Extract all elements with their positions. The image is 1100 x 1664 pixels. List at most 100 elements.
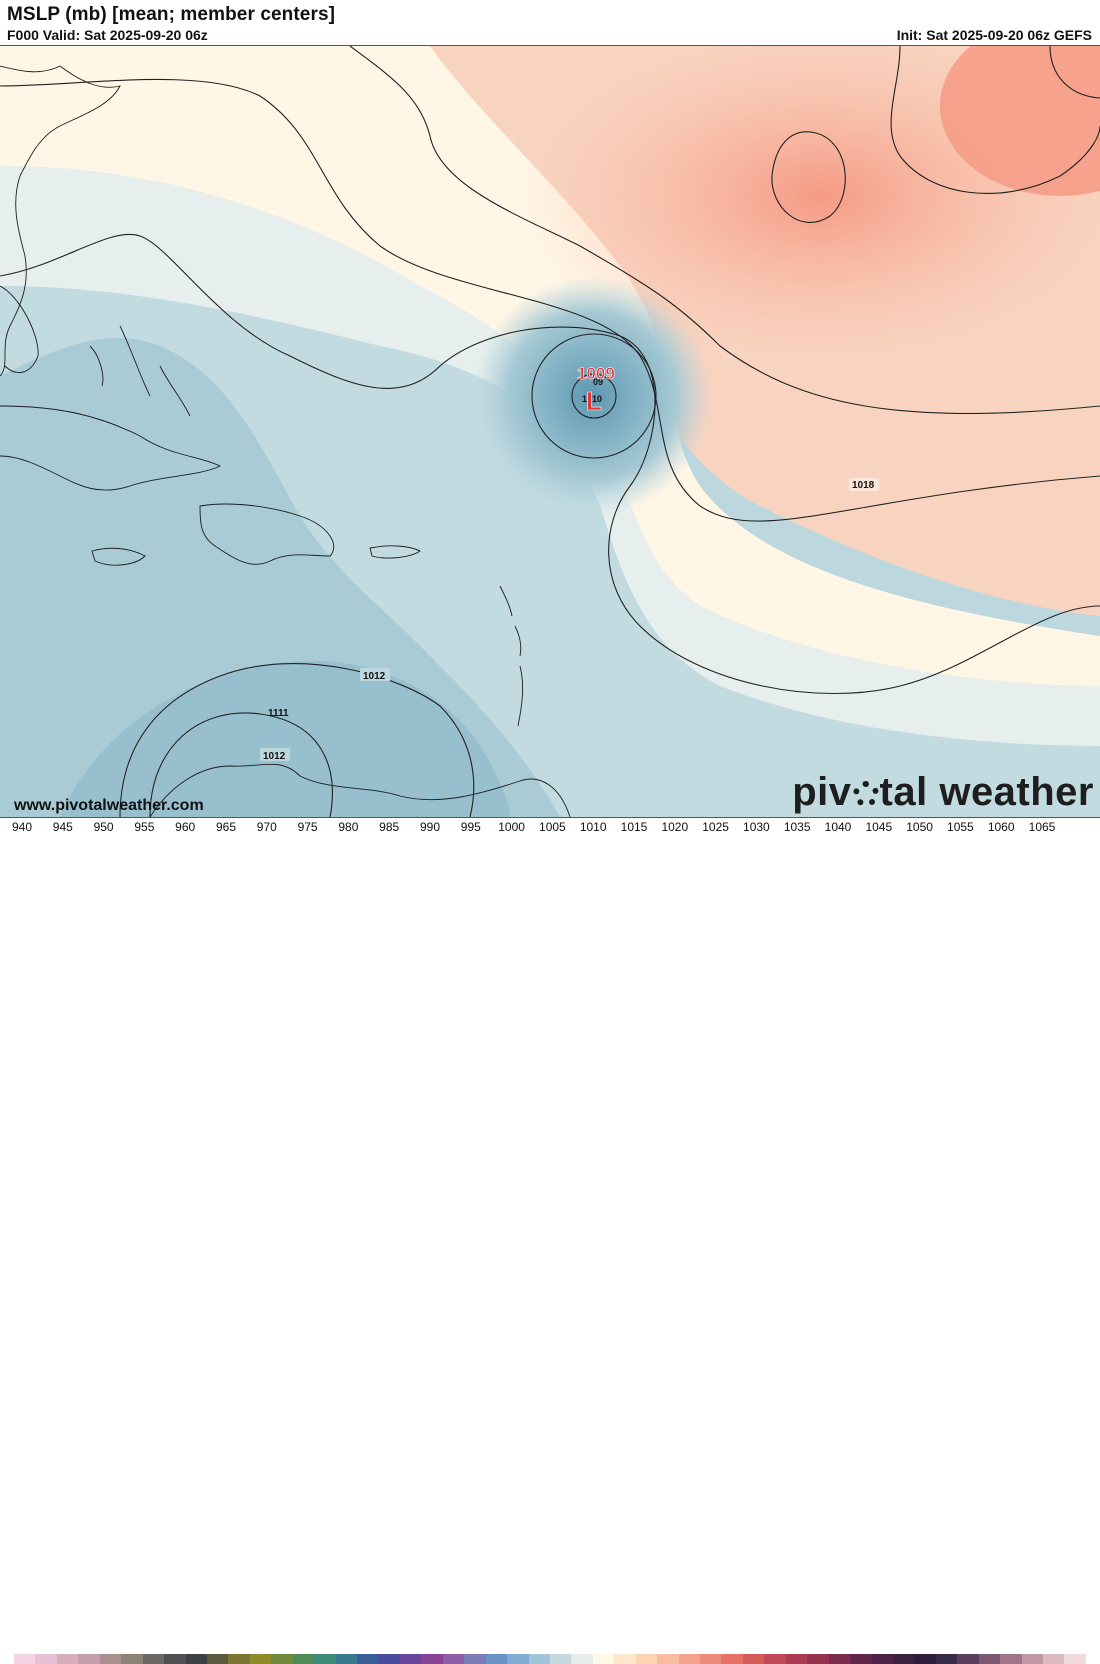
colorbar-tick: 995 [460,820,481,834]
colorbar-tick: 1035 [783,820,811,834]
colorbar-swatch [657,1654,679,1664]
colorbar-tick: 945 [52,820,73,834]
colorbar-swatch [914,1654,936,1664]
low-pressure-symbol: L [586,386,602,416]
colorbar-swatch [507,1654,529,1664]
colorbar-swatch [1021,1654,1043,1664]
colorbar-swatch [1000,1654,1022,1664]
coast-south-america [149,763,571,817]
colorbar-swatch [614,1654,636,1664]
colorbar-tick: 1065 [1028,820,1056,834]
website-credit[interactable]: www.pivotalweather.com [14,797,204,814]
colorbar-swatch [292,1654,315,1664]
colorbar-swatch [185,1654,207,1664]
colorbar-tick: 1025 [702,820,729,834]
colorbar-tick: 950 [93,820,114,834]
colorbar-swatch [892,1654,915,1664]
shade-light-band [0,166,1100,746]
valid-time: F000 Valid: Sat 2025-09-20 06z [7,27,208,43]
colorbar-swatch [421,1654,443,1664]
colorbar-tick: 1055 [947,820,974,834]
isobar-small [149,712,333,817]
isobar-label-1018: 1018 [852,480,875,491]
member-label-09: 09 [593,377,603,387]
coast-puerto-rico [369,545,421,559]
color-scale: 940 945 950 955 960 965 970 975 980 985 990 995 1000… [0,818,1100,1664]
isobar-low-inner [571,373,617,419]
colorbar-tick: 1005 [539,820,566,834]
coast-cuba [0,405,222,491]
colorbar-tick: 1050 [906,820,933,834]
colorbar-tick: 940 [11,820,33,834]
colorbar-tick: 980 [338,820,359,834]
low-pressure-value: 1009 [577,364,615,383]
colorbar-swatch [528,1654,550,1664]
colorbar-swatch [871,1654,893,1664]
brand-text-right: tal weather [879,770,1094,814]
colorbar-swatch [35,1654,57,1664]
colorbar-swatch [142,1654,165,1664]
colorbar-tick: 985 [379,820,400,834]
low-pressure-marker: 1009 L [577,364,615,417]
colorbar-tick: 1000 [498,820,525,834]
isobar-label-1111: 1111 [268,708,289,719]
colorbar-tick: 1015 [620,820,648,834]
colorbar-swatch [271,1654,293,1664]
colorbar-tick: 960 [175,820,196,834]
coast-florida [0,285,39,373]
colorbar-swatch [978,1654,1001,1664]
colorbar-tick: 1045 [865,820,893,834]
colorbar-swatch [742,1654,765,1664]
colorbar-swatch [78,1654,100,1664]
colorbar-swatch [399,1654,422,1664]
colorbar-swatch [700,1654,722,1664]
member-label-1010: 1010 [582,394,602,404]
colorbar-swatch [14,1654,36,1664]
colorbar-tick: 1060 [987,820,1015,834]
gear-icon [852,781,879,807]
isobar-1015 [0,233,1100,695]
isobar-label-1012-a: 1012 [363,671,386,682]
coast-antilles [499,585,524,727]
pressure-map: 1018 1012 1012 1111 09 1010 1009 L [0,45,1100,818]
brand-logo: piv tal weather [792,770,1094,815]
colorbar-tick: 965 [215,820,237,834]
colorbar-swatch [56,1654,79,1664]
colorbar-swatch [571,1654,593,1664]
brand-text-left: piv [792,770,852,814]
colorbar-tick: 1040 [824,820,852,834]
colorbar-swatch [764,1654,786,1664]
colorbar-tick: 1010 [579,820,607,834]
isobar-label-1012-b: 1012 [263,751,286,762]
isobar-low-outer [531,333,657,459]
colorbar-tick: 955 [134,820,155,834]
colorbar-swatch [206,1654,229,1664]
colorbar-swatch [678,1654,700,1664]
colorbar-swatch [1064,1654,1086,1664]
coast-us-east [0,65,121,377]
isobar-1018 [0,78,1100,522]
colorbar-swatch [249,1654,272,1664]
colorbar-tick: 1030 [743,820,770,834]
shade-low-center [472,276,712,516]
colorbar-swatch [785,1654,808,1664]
coast-hispaniola [199,503,335,565]
colorbar-tick: 970 [256,820,277,834]
colorbar-swatch [1043,1654,1065,1664]
colorbar-swatch [228,1654,250,1664]
colorbar-swatch [314,1654,336,1664]
colorbar-tick: 1020 [661,820,689,834]
coast-bahamas [89,325,191,417]
colorbar-swatch [635,1654,658,1664]
colorbar-swatch [378,1654,400,1664]
colorbar-swatches [14,1654,1086,1664]
isobar-1012 [119,663,475,817]
colorbar-swatch [442,1654,465,1664]
colorbar-tick: 990 [419,820,441,834]
map-title: MSLP (mb) [mean; member centers] [7,4,336,25]
colorbar-swatch [121,1654,143,1664]
colorbar-swatch [850,1654,872,1664]
isobar-high [771,131,846,223]
isobar-outer [349,46,1100,415]
init-time: Init: Sat 2025-09-20 06z GEFS [896,27,1092,43]
